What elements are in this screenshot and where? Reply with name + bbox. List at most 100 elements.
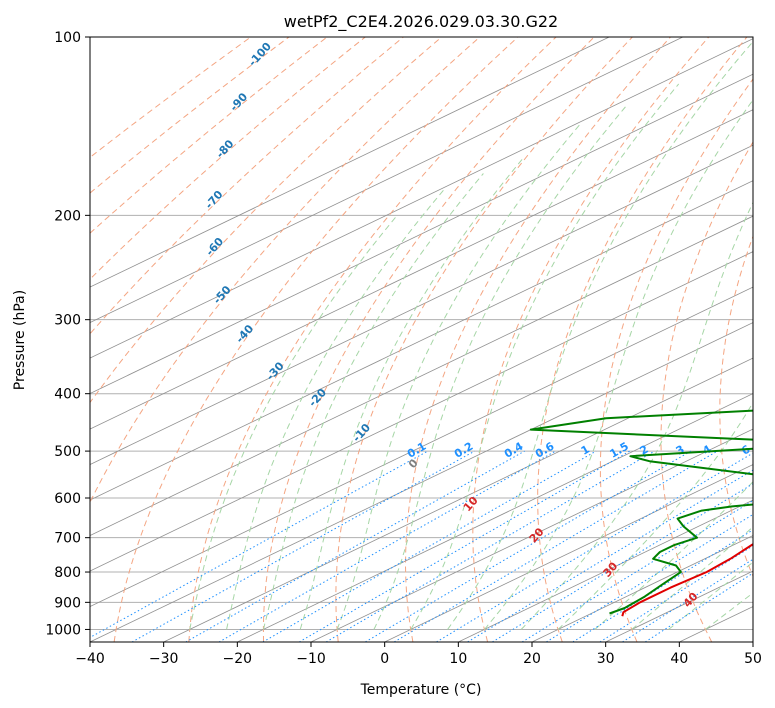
mixing-ratio-line xyxy=(393,450,718,642)
moist-adiabat-line xyxy=(262,173,484,630)
dry-adiabat-line xyxy=(188,37,557,642)
x-axis-label: Temperature (°C) xyxy=(360,682,482,698)
y-tick-label: 1000 xyxy=(45,622,81,638)
mixing-ratio-line xyxy=(546,513,753,642)
isotherm-line xyxy=(384,464,753,642)
mixing-ratio-label: 0.2 xyxy=(452,440,475,461)
isotherm-line xyxy=(90,73,753,395)
x-tick-label: −30 xyxy=(149,651,179,667)
dry-adiabat-label: -70 xyxy=(203,188,226,212)
chart-title: wetPf2_C2E4.2026.029.03.30.G22 xyxy=(284,12,558,32)
mixing-ratio-label: 3 xyxy=(674,443,687,458)
moist-adiabat-line xyxy=(631,526,753,630)
y-tick-label: 300 xyxy=(54,313,81,329)
isotherm-line xyxy=(163,357,753,642)
dry-adiabat-label: 30 xyxy=(600,559,620,579)
x-tick-label: 30 xyxy=(597,651,615,667)
isotherm-line xyxy=(90,215,753,536)
isotherm-line xyxy=(605,570,753,642)
mixing-ratio-line xyxy=(492,483,753,642)
moist-adiabat-line xyxy=(189,214,398,630)
mixing-ratio-label: 0.6 xyxy=(533,439,557,460)
dry-adiabat-line xyxy=(335,37,633,642)
dry-adiabat-label: -10 xyxy=(350,421,373,445)
dewpoint-profile-line xyxy=(529,409,753,615)
mixing-ratio-label: 1.5 xyxy=(607,440,630,461)
mixing-ratio-label: 8 xyxy=(768,443,775,458)
x-tick-label: −10 xyxy=(296,651,326,667)
isotherm-line xyxy=(90,37,684,324)
mixing-ratio-line xyxy=(365,450,692,642)
y-tick-label: 200 xyxy=(54,208,81,224)
dry-adiabat-label: 20 xyxy=(527,525,547,545)
dry-adiabat-label: -40 xyxy=(233,322,256,346)
dry-adiabat-label: -50 xyxy=(211,283,234,307)
y-tick-label: 400 xyxy=(54,387,81,403)
dry-adiabat-label: 40 xyxy=(681,590,701,610)
moist-adiabat-line xyxy=(226,187,446,630)
mixing-ratio-line xyxy=(467,469,753,642)
moist-adiabat-line xyxy=(447,40,753,630)
dry-adiabat-line xyxy=(90,37,442,404)
moist-adiabat-line xyxy=(668,561,753,630)
dry-adiabat-line xyxy=(719,234,753,578)
isotherm-line xyxy=(531,535,753,642)
isotherm-line xyxy=(237,393,753,642)
x-tick-label: 50 xyxy=(744,651,762,667)
moist-adiabat-line xyxy=(373,104,628,630)
isotherm-line xyxy=(90,38,753,359)
mixing-ratio-label: 0.4 xyxy=(502,439,526,460)
isotherm-line xyxy=(90,251,753,572)
dry-adiabat-label: 10 xyxy=(461,494,481,514)
y-tick-label: 700 xyxy=(54,531,81,547)
moist-adiabat-line xyxy=(336,123,581,630)
mixing-ratio-line xyxy=(572,529,753,642)
moist-adiabat-line xyxy=(594,481,753,630)
isotherm-line xyxy=(752,641,753,642)
mixing-ratio-label: 0.1 xyxy=(405,440,428,461)
dry-adiabat-label: -90 xyxy=(227,90,250,114)
dry-adiabat-label: -100 xyxy=(246,40,274,69)
isotherm-line xyxy=(90,286,753,607)
isotherm-line xyxy=(90,322,753,642)
dry-adiabat-line xyxy=(113,37,519,642)
mixing-ratio-label: 1 xyxy=(579,443,592,458)
temperature-profile-line xyxy=(621,543,753,617)
mixing-ratio-line xyxy=(131,450,475,642)
isotherm-line xyxy=(90,109,753,430)
x-tick-label: 20 xyxy=(523,651,541,667)
x-tick-label: −20 xyxy=(223,651,253,667)
mixing-ratio-line xyxy=(521,500,753,642)
isotherm-line xyxy=(90,180,753,501)
mixing-ratio-label: 4 xyxy=(700,442,713,457)
dry-adiabat-label: -80 xyxy=(214,137,237,161)
dry-adiabat-label: -60 xyxy=(203,235,226,259)
moist-adiabat-line xyxy=(484,99,753,630)
mixing-ratio-line xyxy=(90,450,429,639)
moist-adiabat-line xyxy=(557,401,753,630)
dry-adiabat-line xyxy=(404,37,671,642)
mixing-ratio-line xyxy=(218,450,556,642)
y-tick-label: 100 xyxy=(54,30,81,46)
moist-adiabat-line xyxy=(520,201,753,630)
dry-adiabat-line xyxy=(599,78,753,642)
plot-frame xyxy=(89,36,754,643)
dry-adiabat-line xyxy=(90,37,366,280)
y-tick-label: 600 xyxy=(54,491,81,507)
dry-adiabat-line xyxy=(537,37,748,642)
x-tick-label: −40 xyxy=(75,651,105,667)
y-tick-label: 900 xyxy=(54,595,81,611)
y-axis-label: Pressure (hPa) xyxy=(12,290,28,390)
y-tick-label: 500 xyxy=(54,444,81,460)
mixing-ratio-line xyxy=(185,450,525,642)
x-tick-label: 10 xyxy=(449,651,467,667)
dry-adiabat-line xyxy=(262,37,595,642)
mixing-ratio-line xyxy=(436,452,753,642)
moist-adiabat-line xyxy=(299,157,524,630)
y-tick-label: 800 xyxy=(54,565,81,581)
mixing-ratio-line xyxy=(298,450,631,642)
isotherm-line xyxy=(310,428,753,642)
mixing-ratio-line xyxy=(325,450,655,642)
